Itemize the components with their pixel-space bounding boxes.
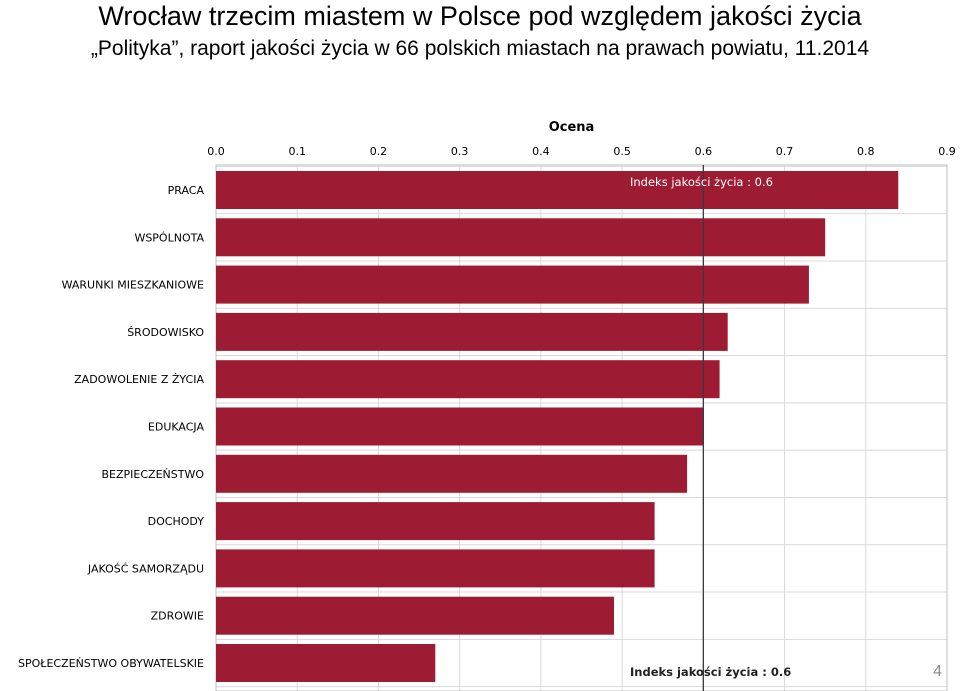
- category-label: SPOŁECZEŃSTWO OBYWATELSKIE: [18, 657, 204, 670]
- reference-line-label-bottom: Indeks jakości życia : 0.6: [630, 665, 791, 679]
- x-tick-label: 0.6: [695, 145, 713, 158]
- category-label: WARUNKI MIESZKANIOWE: [62, 279, 204, 292]
- category-label: JAKOŚĆ SAMORZĄDU: [87, 562, 204, 575]
- bar: [216, 644, 436, 682]
- x-axis-title: Ocena: [549, 120, 595, 135]
- bar: [216, 596, 614, 635]
- x-tick-label: 0.8: [857, 145, 875, 158]
- slide-title: Wrocław trzecim miastem w Polsce pod wzg…: [98, 1, 862, 31]
- category-label: ZADOWOLENIE Z ŻYCIA: [74, 373, 204, 386]
- bar: [216, 218, 826, 257]
- category-label: PRACA: [168, 184, 205, 197]
- x-tick-label: 0.3: [451, 145, 469, 158]
- x-tick-label: 0.4: [532, 145, 550, 158]
- category-label: ŚRODOWISKO: [127, 326, 204, 339]
- x-tick-label: 0.7: [776, 145, 794, 158]
- category-label: EDUKACJA: [148, 421, 205, 434]
- bar: [216, 454, 688, 493]
- x-tick-label: 0.5: [613, 145, 631, 158]
- page-number: 4: [933, 663, 942, 680]
- x-tick-label: 0.0: [207, 145, 225, 158]
- bar: [216, 502, 655, 541]
- bar: [216, 265, 809, 304]
- category-label: WSPÓLNOTA: [134, 231, 204, 244]
- reference-line-label-top: Indeks jakości życia : 0.6: [630, 175, 773, 189]
- x-tick-label: 0.2: [370, 145, 388, 158]
- category-label: BEZPIECZEŃSTWO: [102, 468, 205, 481]
- bar: [216, 360, 720, 399]
- category-label: ZDROWIE: [151, 610, 204, 623]
- bar: [216, 312, 728, 351]
- x-tick-label: 0.1: [288, 145, 306, 158]
- bar: [216, 407, 704, 446]
- category-label: DOCHODY: [148, 515, 205, 528]
- slide-subtitle: „Polityka”, raport jakości życia w 66 po…: [90, 37, 870, 60]
- bar: [216, 549, 655, 588]
- x-tick-label: 0.9: [938, 145, 956, 158]
- bar: [216, 171, 899, 209]
